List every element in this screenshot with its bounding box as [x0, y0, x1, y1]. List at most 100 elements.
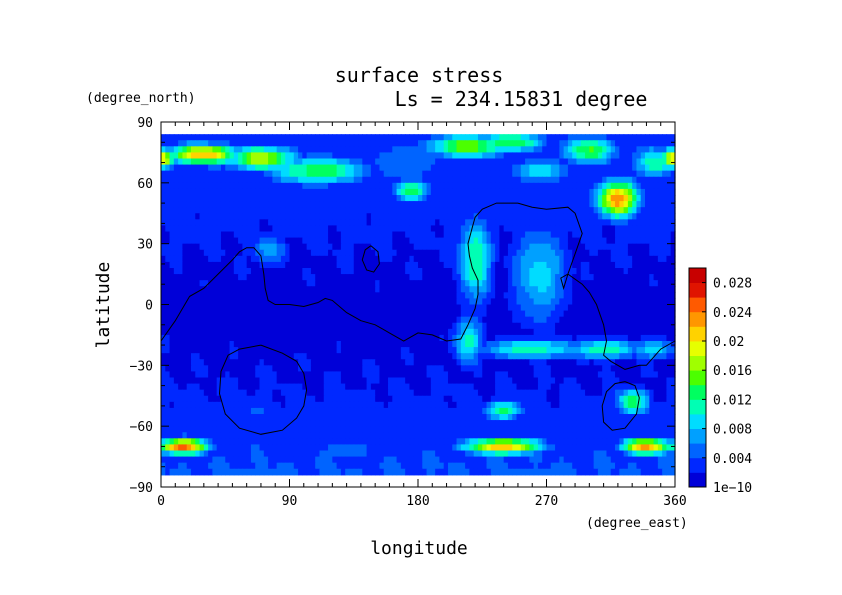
heatmap-cell	[173, 286, 179, 293]
heatmap-cell	[537, 152, 543, 160]
heatmap-cell	[495, 310, 500, 318]
heatmap-cell	[263, 353, 269, 360]
heatmap-cell	[546, 353, 552, 360]
heatmap-cell	[208, 268, 213, 275]
heatmap-cell	[178, 152, 184, 160]
heatmap-cell	[345, 146, 351, 154]
heatmap-cell	[379, 298, 385, 306]
heatmap-cell	[486, 243, 492, 251]
heatmap-cell	[649, 304, 655, 312]
heatmap-cell	[426, 304, 432, 312]
heatmap-cell	[165, 347, 171, 354]
heatmap-cell	[165, 134, 171, 141]
heatmap-cell	[405, 243, 411, 251]
heatmap-cell	[396, 341, 402, 348]
heatmap-cell	[559, 188, 565, 196]
heatmap-cell	[439, 243, 445, 251]
heatmap-cell	[465, 158, 470, 166]
heatmap-cell	[353, 255, 359, 263]
heatmap-cell	[653, 134, 659, 141]
heatmap-cell	[190, 237, 196, 245]
heatmap-cell	[225, 365, 231, 373]
heatmap-cell	[302, 359, 308, 366]
heatmap-cell	[255, 231, 261, 239]
heatmap-cell	[486, 334, 492, 342]
heatmap-cell	[473, 207, 479, 214]
heatmap-cell	[636, 371, 642, 379]
heatmap-cell	[439, 365, 445, 373]
heatmap-cell	[426, 316, 432, 324]
heatmap-cell	[477, 322, 483, 330]
heatmap-cell	[490, 322, 496, 330]
heatmap-cell	[370, 261, 376, 269]
heatmap-cell	[426, 274, 432, 281]
heatmap-cell	[208, 341, 213, 348]
heatmap-cell	[165, 365, 171, 373]
heatmap-cell	[525, 249, 530, 257]
heatmap-cell	[576, 365, 582, 373]
heatmap-cell	[178, 280, 184, 287]
heatmap-cell	[657, 304, 663, 312]
heatmap-cell	[597, 334, 603, 342]
heatmap-cell	[409, 176, 415, 184]
heatmap-cell	[529, 365, 535, 373]
heatmap-cell	[486, 286, 492, 293]
heatmap-cell	[268, 225, 273, 233]
heatmap-cell	[366, 158, 372, 166]
heatmap-cell	[190, 371, 196, 379]
heatmap-cell	[520, 207, 526, 214]
heatmap-cell	[422, 365, 428, 373]
heatmap-cell	[430, 353, 436, 360]
heatmap-cell	[559, 213, 565, 220]
heatmap-cell	[375, 140, 381, 147]
heatmap-cell	[203, 261, 209, 269]
heatmap-cell	[233, 176, 239, 184]
heatmap-cell	[190, 261, 196, 269]
heatmap-cell	[546, 359, 552, 366]
heatmap-cell	[280, 377, 286, 385]
heatmap-cell	[259, 249, 265, 257]
heatmap-cell	[606, 182, 612, 190]
heatmap-cell	[370, 182, 376, 190]
heatmap-cell	[280, 261, 286, 269]
heatmap-cell	[203, 146, 209, 154]
heatmap-cell	[388, 280, 393, 287]
heatmap-cell	[289, 243, 295, 251]
heatmap-cell	[315, 268, 321, 275]
heatmap-cell	[379, 231, 385, 239]
heatmap-cell	[190, 255, 196, 263]
heatmap-cell	[349, 140, 355, 147]
heatmap-cell	[512, 255, 518, 263]
heatmap-cell	[323, 134, 329, 141]
heatmap-cell	[640, 322, 646, 330]
heatmap-cell	[298, 170, 303, 178]
heatmap-cell	[302, 383, 308, 391]
heatmap-cell	[392, 195, 398, 202]
heatmap-cell	[400, 274, 406, 281]
heatmap-cell	[533, 213, 539, 220]
heatmap-cell	[208, 176, 213, 184]
heatmap-cell	[418, 255, 423, 263]
heatmap-cell	[409, 304, 415, 312]
heatmap-cell	[469, 353, 475, 360]
heatmap-cell	[516, 243, 522, 251]
heatmap-cell	[645, 195, 650, 202]
heatmap-cell	[503, 176, 509, 184]
heatmap-cell	[606, 146, 612, 154]
heatmap-cell	[259, 195, 265, 202]
heatmap-cell	[567, 152, 573, 160]
heatmap-cell	[529, 170, 535, 178]
heatmap-cell	[657, 365, 663, 373]
heatmap-cell	[567, 268, 573, 275]
heatmap-cell	[178, 249, 184, 257]
heatmap-cell	[328, 304, 333, 312]
heatmap-cell	[495, 255, 500, 263]
heatmap-cell	[610, 353, 616, 360]
heatmap-cell	[173, 292, 179, 300]
heatmap-cell	[546, 207, 552, 214]
heatmap-cell	[465, 213, 470, 220]
heatmap-cell	[375, 213, 381, 220]
heatmap-cell	[195, 261, 201, 269]
heatmap-cell	[370, 195, 376, 202]
heatmap-cell	[632, 280, 638, 287]
